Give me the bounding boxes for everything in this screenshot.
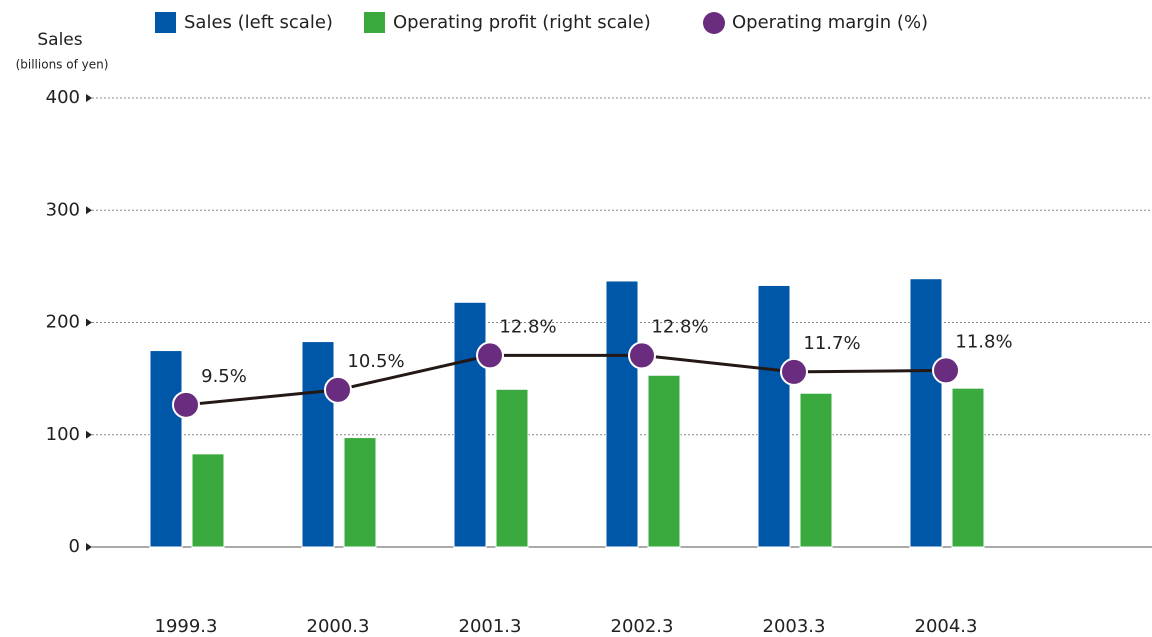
point: [932, 356, 960, 385]
bar: [495, 388, 529, 548]
bar: [301, 341, 335, 548]
y-tick-label: 400: [46, 87, 80, 108]
legend-label: Sales (left scale): [184, 12, 333, 33]
point: [780, 357, 808, 386]
y-axis-subtitle: (billions of yen): [16, 58, 109, 72]
x-tick-label: 2004.3: [915, 616, 978, 637]
y-tick-label: 200: [46, 312, 80, 333]
bar: [191, 453, 225, 548]
line: [185, 353, 947, 407]
bar: [647, 374, 681, 548]
tick-arrow: [86, 94, 92, 102]
point: [324, 375, 352, 404]
point: [172, 390, 200, 419]
bar: [799, 392, 833, 548]
y-axis-title: Sales: [37, 30, 82, 50]
bar: [951, 387, 985, 548]
tick-arrow: [86, 430, 92, 439]
value-label: 10.5%: [347, 351, 404, 372]
tick-arrow: [86, 318, 92, 327]
y-tick-label: 100: [46, 424, 80, 445]
value-label: 12.8%: [499, 316, 556, 337]
x-tick-label: 1999.3: [155, 616, 218, 637]
point: [476, 341, 504, 370]
value-label: 11.7%: [803, 333, 860, 354]
x-tick-label: 2001.3: [459, 616, 522, 637]
legend-swatch: [364, 12, 385, 33]
legend-label: Operating profit (right scale): [393, 12, 651, 33]
legend-label: Operating margin (%): [732, 12, 928, 33]
legend-swatch: [155, 12, 176, 33]
value-label: 12.8%: [651, 316, 708, 337]
bar: [453, 301, 487, 548]
x-tick-label: 2002.3: [611, 616, 674, 637]
bar: [909, 278, 943, 548]
bar: [343, 437, 377, 548]
tick-arrow: [86, 206, 92, 215]
bar: [149, 350, 183, 548]
value-label: 9.5%: [201, 366, 247, 387]
y-tick-label: 300: [46, 199, 80, 220]
tick-arrow: [86, 543, 92, 551]
legend-swatch: [703, 12, 725, 34]
x-tick-label: 2000.3: [307, 616, 370, 637]
point: [628, 341, 656, 370]
value-label: 11.8%: [955, 331, 1012, 352]
y-tick-label: 0: [69, 536, 80, 557]
bar: [605, 280, 639, 548]
x-tick-label: 2003.3: [763, 616, 826, 637]
bar: [757, 284, 791, 548]
